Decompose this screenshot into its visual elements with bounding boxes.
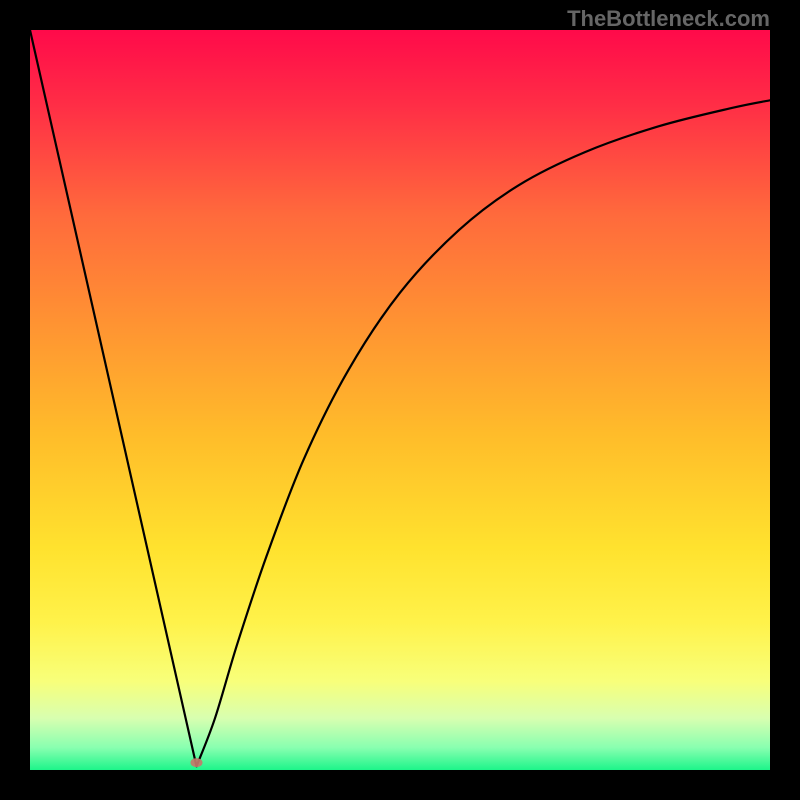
- plot-area: [30, 30, 770, 770]
- watermark-text: TheBottleneck.com: [567, 6, 770, 32]
- optimal-marker: [191, 758, 203, 767]
- chart-container: TheBottleneck.com: [0, 0, 800, 800]
- bottleneck-curve: [30, 30, 770, 766]
- curve-layer: [30, 30, 770, 770]
